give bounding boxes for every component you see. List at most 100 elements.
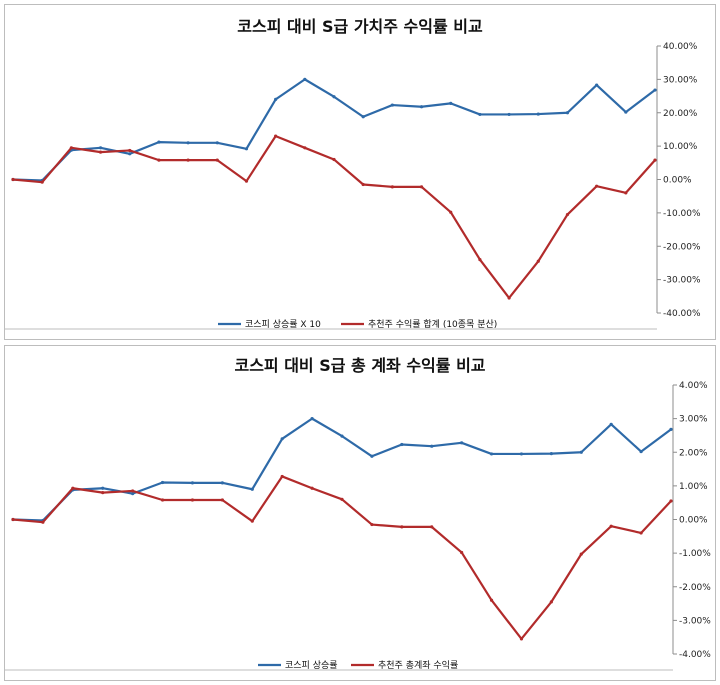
series-1-point (361, 115, 365, 119)
chart-panel-1: 코스피 대비 S급 가치주 수익률 비교 40.00% 30.00% 20.00% 10… (4, 4, 716, 340)
series-1-point (131, 492, 135, 496)
series-1-point (244, 147, 249, 151)
series-2-point (11, 177, 15, 182)
series-2-point (190, 498, 195, 502)
series-2-point (98, 150, 103, 154)
series-2-point (370, 522, 374, 527)
y-tick-label: 2.00% (679, 448, 708, 458)
series-2-point (280, 474, 284, 479)
series-2-point (519, 637, 524, 641)
y-tick-label: 4.00% (679, 381, 708, 391)
series-1-point (595, 83, 599, 87)
series-1-point (579, 450, 583, 454)
series-1-point (653, 88, 657, 92)
series-2-point (609, 524, 613, 528)
series-1-point (565, 111, 570, 115)
series-2-point (160, 498, 165, 502)
legend-label-2: 추천주 총계좌 수익률 (378, 659, 458, 671)
series-2-point (340, 497, 344, 501)
series-1-point (624, 110, 628, 114)
series-1-point (460, 441, 464, 445)
series-1-point (507, 112, 511, 117)
series-2-point (565, 212, 570, 217)
series-2-point (220, 498, 224, 502)
series-2-point (41, 520, 45, 524)
y-tick-label: 0.00% (679, 516, 708, 526)
series-2-point (40, 180, 44, 184)
y-tick-label: 30.00% (663, 75, 698, 85)
series-1-point (215, 141, 219, 145)
series-1-point (332, 95, 336, 99)
chart-panel-2: 코스피 대비 S급 총 계좌 수익률 비교 4.00% 3.00% 2.00% 1.00… (4, 345, 716, 681)
y-tick-label: 40.00% (663, 42, 698, 52)
y-tick-label: -2.00% (679, 583, 711, 593)
series-1-point (549, 451, 553, 456)
series-1-point (536, 112, 540, 116)
series-2-point (639, 531, 643, 535)
y-tick-label: -4.00% (679, 650, 711, 660)
series-2-point (361, 182, 365, 187)
series-2-point (478, 258, 482, 262)
series-2-point (157, 158, 161, 162)
y-tick-label: 0.00% (663, 176, 692, 186)
series-2-point (71, 486, 75, 490)
series-2-point (549, 600, 553, 604)
series-1-point (128, 152, 132, 156)
series-2-point (244, 179, 249, 183)
series-1-point (157, 140, 161, 144)
series-2-point (400, 525, 404, 529)
series-2-point (131, 489, 135, 493)
series-2-point (419, 185, 424, 189)
series-2-point (653, 158, 657, 162)
series-1-point (449, 101, 453, 106)
series-1-point (390, 103, 394, 107)
series-2-point (669, 499, 673, 503)
series-1-point (419, 105, 424, 109)
series-2-point (595, 184, 599, 188)
series-2-point (310, 486, 314, 490)
y-tick-label: -40.00% (663, 309, 701, 319)
legend-label-1: 코스피 상승률 (285, 660, 338, 671)
series-1-point (98, 146, 103, 150)
series-1-point (609, 422, 613, 426)
series-line-1 (12, 78, 656, 182)
series-1-point (669, 427, 673, 431)
series-2-point (274, 134, 278, 138)
series-1-point (190, 481, 195, 485)
series-1-point (639, 449, 643, 454)
series-2-point (507, 296, 511, 300)
series-1-point (400, 442, 404, 447)
legend-label-2: 추천주 수익률 합계 (10종목 분산) (368, 318, 497, 330)
series-2-point (11, 517, 15, 522)
series-2-point (69, 146, 73, 150)
y-tick-label: 20.00% (663, 109, 698, 119)
series-1-point (478, 112, 482, 117)
series-1-point (310, 417, 314, 421)
series-1-point (430, 444, 434, 448)
series-1-point (370, 454, 374, 458)
y-tick-label: 10.00% (663, 142, 698, 152)
series-2-point (536, 259, 540, 263)
y-tick-label: 1.00% (679, 482, 708, 492)
y-tick-label: -3.00% (679, 616, 711, 626)
series-2-point (430, 525, 434, 529)
series-2-point (449, 210, 453, 214)
y-tick-label: 3.00% (679, 415, 708, 425)
series-2-point (303, 146, 307, 150)
y-tick-label: -30.00% (663, 276, 701, 286)
series-2-point (390, 185, 394, 189)
legend-label-1: 코스피 상승률 X 10 (245, 319, 321, 330)
series-2-point (624, 191, 628, 195)
series-1-point (160, 480, 165, 485)
series-2-point (128, 148, 132, 153)
series-1-point (274, 97, 278, 101)
y-tick-label: -20.00% (663, 242, 701, 252)
series-1-point (519, 452, 524, 456)
series-2-point (250, 519, 254, 523)
series-1-point (280, 437, 284, 441)
series-1-point (101, 486, 105, 490)
series-1-point (303, 77, 307, 81)
y-tick-label: -1.00% (679, 549, 711, 559)
series-2-point (579, 552, 583, 556)
series-1-point (250, 487, 254, 491)
